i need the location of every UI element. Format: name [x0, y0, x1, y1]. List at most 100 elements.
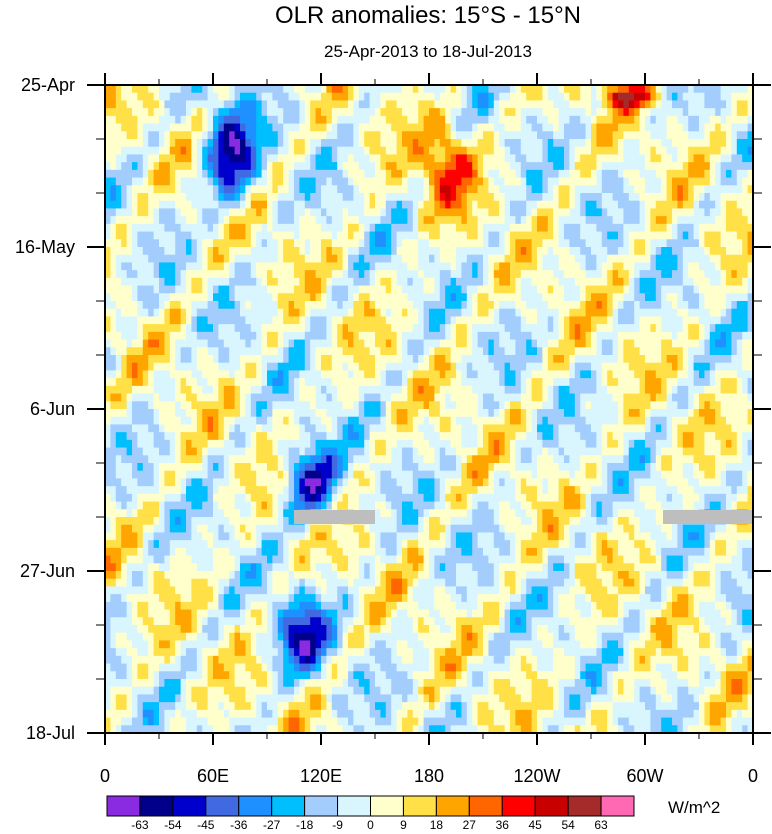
- heatmap-cell: [709, 270, 716, 279]
- heatmap-cell: [126, 146, 133, 155]
- heatmap-cell: [650, 385, 657, 394]
- heatmap-cell: [736, 247, 743, 256]
- heatmap-cell: [483, 177, 489, 186]
- heatmap-cell: [326, 208, 333, 217]
- heatmap-cell: [331, 231, 338, 240]
- heatmap-cell: [175, 285, 181, 294]
- heatmap-cell: [240, 146, 246, 155]
- heatmap-cell: [272, 85, 279, 94]
- heatmap-cell: [153, 262, 160, 271]
- heatmap-cell: [666, 193, 673, 202]
- heatmap-cell: [731, 139, 738, 148]
- heatmap-cell: [504, 216, 511, 225]
- heatmap-cell: [240, 331, 246, 340]
- heatmap-cell: [283, 85, 289, 94]
- heatmap-cell: [115, 362, 122, 371]
- heatmap-cell: [191, 378, 198, 387]
- heatmap-cell: [196, 339, 203, 348]
- heatmap-cell: [142, 339, 149, 348]
- heatmap-cell: [699, 208, 705, 217]
- heatmap-cell: [666, 355, 673, 364]
- heatmap-cell: [148, 200, 154, 209]
- heatmap-cell: [375, 108, 381, 117]
- heatmap-cell: [472, 239, 478, 248]
- heatmap-cell: [229, 108, 235, 117]
- heatmap-cell: [596, 154, 603, 163]
- heatmap-cell: [180, 362, 187, 371]
- heatmap-cell: [137, 277, 144, 286]
- heatmap-cell: [639, 123, 646, 132]
- heatmap-cell: [726, 316, 732, 325]
- heatmap-cell: [358, 293, 365, 302]
- heatmap-cell: [715, 362, 721, 371]
- heatmap-cell: [466, 331, 473, 340]
- heatmap-cell: [623, 247, 630, 256]
- heatmap-cell: [115, 378, 122, 387]
- heatmap-cell: [105, 262, 111, 271]
- heatmap-cell: [110, 378, 117, 387]
- heatmap-cell: [434, 301, 441, 310]
- heatmap-cell: [148, 169, 154, 178]
- heatmap-cell: [704, 301, 711, 310]
- heatmap-cell: [267, 378, 273, 387]
- heatmap-cell: [202, 301, 208, 310]
- heatmap-cell: [445, 216, 451, 225]
- heatmap-cell: [499, 223, 505, 232]
- heatmap-cell: [515, 239, 522, 248]
- heatmap-cell: [310, 262, 316, 271]
- heatmap-cell: [704, 324, 711, 333]
- heatmap-cell: [650, 378, 657, 387]
- heatmap-cell: [126, 285, 133, 294]
- heatmap-cell: [407, 270, 414, 279]
- heatmap-cell: [645, 393, 651, 402]
- heatmap-cell: [240, 324, 246, 333]
- heatmap-cell: [245, 401, 252, 410]
- heatmap-cell: [391, 200, 397, 209]
- heatmap-cell: [564, 139, 570, 148]
- heatmap-cell: [304, 347, 311, 356]
- heatmap-cell: [693, 301, 700, 310]
- heatmap-cell: [348, 370, 354, 379]
- heatmap-cell: [191, 239, 198, 248]
- heatmap-cell: [331, 331, 338, 340]
- heatmap-cell: [612, 223, 619, 232]
- heatmap-cell: [412, 347, 419, 356]
- heatmap-cell: [202, 385, 208, 394]
- heatmap-cell: [688, 247, 694, 256]
- heatmap-cell: [326, 277, 333, 286]
- heatmap-cell: [553, 247, 559, 256]
- heatmap-cell: [574, 154, 581, 163]
- heatmap-cell: [229, 85, 235, 94]
- heatmap-cell: [537, 239, 543, 248]
- heatmap-cell: [510, 331, 516, 340]
- heatmap-cell: [240, 154, 246, 163]
- heatmap-cell: [358, 277, 365, 286]
- heatmap-cell: [488, 100, 495, 109]
- heatmap-cell: [315, 100, 322, 109]
- heatmap-cell: [655, 355, 662, 364]
- heatmap-cell: [591, 223, 597, 232]
- heatmap-cell: [196, 316, 203, 325]
- heatmap-cell: [375, 239, 381, 248]
- heatmap-cell: [364, 193, 370, 202]
- heatmap-cell: [148, 223, 154, 232]
- heatmap-cell: [121, 131, 127, 140]
- heatmap-cell: [402, 115, 408, 124]
- heatmap-cell: [682, 316, 689, 325]
- heatmap-cell: [731, 146, 738, 155]
- heatmap-cell: [105, 139, 111, 148]
- heatmap-cell: [709, 216, 716, 225]
- heatmap-cell: [580, 247, 586, 256]
- heatmap-cell: [515, 355, 522, 364]
- heatmap-cell: [326, 85, 333, 94]
- heatmap-cell: [407, 393, 414, 402]
- heatmap-cell: [159, 131, 165, 140]
- heatmap-cell: [223, 185, 230, 194]
- heatmap-cell: [564, 385, 570, 394]
- heatmap-cell: [148, 254, 154, 263]
- heatmap-cell: [186, 200, 192, 209]
- heatmap-cell: [353, 347, 360, 356]
- heatmap-cell: [726, 100, 732, 109]
- heatmap-cell: [153, 316, 160, 325]
- heatmap-cell: [607, 177, 613, 186]
